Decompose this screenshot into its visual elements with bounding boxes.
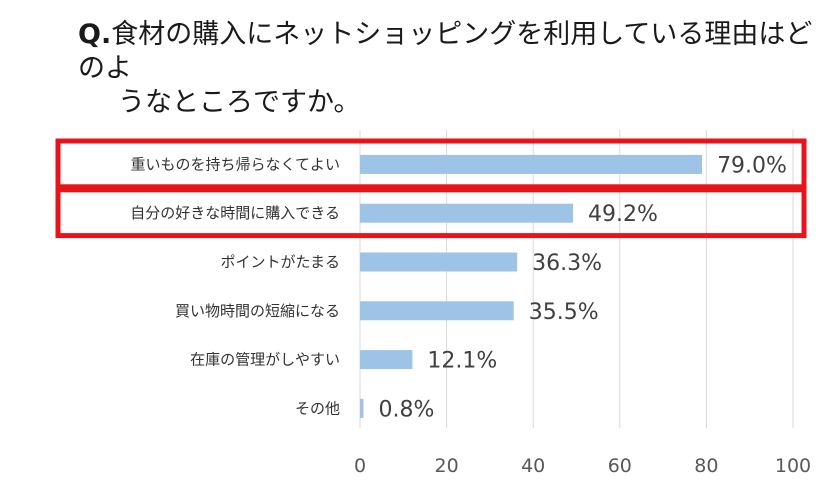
value-label: 35.5% xyxy=(529,300,599,325)
question-text-1: 食材の購入にネットショッピングを利用している理由はどのよ xyxy=(78,19,813,84)
bar xyxy=(360,203,574,223)
question-line-2: うなところですか。 xyxy=(118,87,361,118)
category-label: その他 xyxy=(295,399,340,417)
bar xyxy=(360,350,413,370)
bar xyxy=(360,301,514,321)
question-line-1: Q.食材の購入にネットショッピングを利用している理由はどのよ xyxy=(78,18,818,86)
value-label: 36.3% xyxy=(532,251,602,276)
question-title: Q.食材の購入にネットショッピングを利用している理由はどのよ うなところですか。 xyxy=(78,18,818,120)
value-label: 49.2% xyxy=(588,202,658,227)
value-label: 0.8% xyxy=(378,397,434,422)
highlight-box xyxy=(55,187,807,239)
category-label: 重いものを持ち帰らなくてよい xyxy=(130,155,340,173)
category-label: ポイントがたまる xyxy=(220,253,340,271)
category-labels: 重いものを持ち帰らなくてよい自分の好きな時間に購入できるポイントがたまる買い物時… xyxy=(130,155,340,417)
question-prefix: Q. xyxy=(78,19,112,50)
x-tick-label: 40 xyxy=(521,455,545,477)
category-label: 自分の好きな時間に購入できる xyxy=(130,204,340,222)
category-label: 買い物時間の短縮になる xyxy=(175,302,340,320)
bar xyxy=(360,252,518,272)
x-tick-label: 20 xyxy=(435,455,459,477)
grid-lines xyxy=(359,130,794,428)
x-tick-label: 100 xyxy=(775,455,811,477)
bars xyxy=(360,154,703,418)
x-tick-label: 60 xyxy=(608,455,632,477)
x-tick-labels: 0 20 40 60 80 100 xyxy=(354,455,811,477)
value-label: 79.0% xyxy=(717,153,787,178)
x-tick-label: 0 xyxy=(354,455,366,477)
value-labels: 79.0% 49.2% 36.3% 35.5% 12.1% 0.8% xyxy=(378,153,786,422)
x-tick-label: 80 xyxy=(694,455,718,477)
value-label: 12.1% xyxy=(427,349,497,374)
bar xyxy=(360,154,703,174)
highlight-boxes xyxy=(55,138,807,239)
category-label: 在庫の管理がしやすい xyxy=(190,351,340,369)
highlight-box xyxy=(55,138,807,190)
bar xyxy=(360,398,364,418)
